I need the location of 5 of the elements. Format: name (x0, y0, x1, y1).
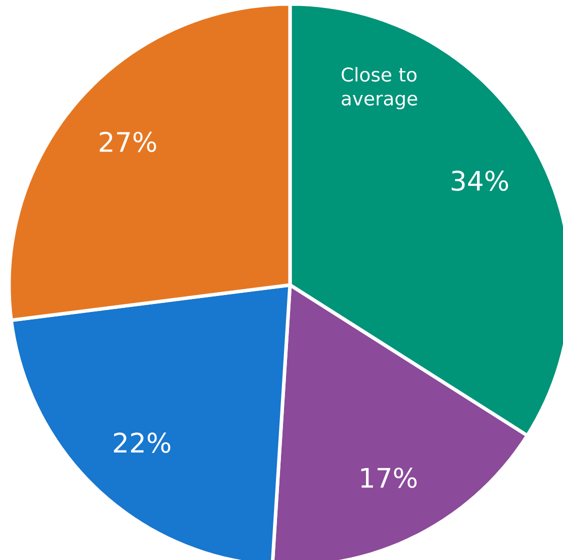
data-label: 27% (100, 132, 156, 152)
slice-label: Close to average (342, 67, 418, 110)
data-label: 17% (361, 468, 417, 488)
data-label: 34% (452, 170, 508, 191)
data-label: 22% (114, 432, 170, 453)
